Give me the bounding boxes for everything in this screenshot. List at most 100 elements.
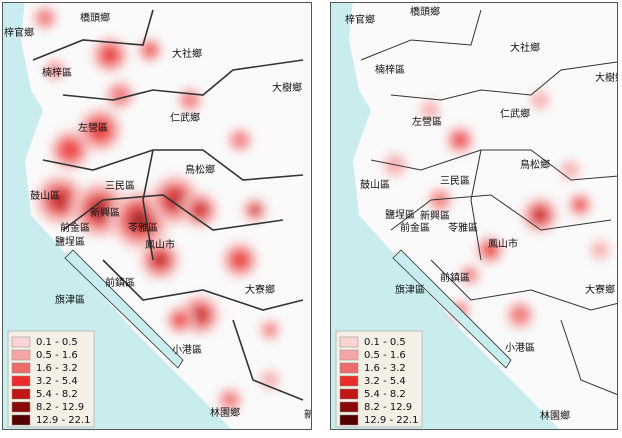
heat-spot [50,190,70,210]
district-label: 小港區 [172,344,202,356]
heat-spot [192,202,208,218]
heat-spot [221,391,239,409]
district-label: 大樹鄉 [272,81,302,94]
district-label: 梓官鄉 [4,26,34,39]
boundary [560,319,617,395]
heat-spot [172,312,188,328]
boundary [390,61,617,101]
harbor [392,249,512,369]
legend-swatch [11,414,31,426]
legend-label: 12.9 - 22.1 [364,415,419,426]
harbor [64,249,184,369]
heat-spot [36,9,54,27]
district-label: 新興區 [90,206,120,219]
heat-spot [165,190,185,210]
district-label: 鼓山區 [30,189,60,202]
heat-spot [263,323,277,337]
legend-swatch [339,401,359,413]
boundary [360,9,482,61]
legend-label: 3.2 - 5.4 [364,376,406,387]
heat-spot [181,91,199,109]
district-label: 鹽埕區 [385,208,415,221]
legend-swatch [339,388,359,400]
boundary [62,59,304,101]
heat-spot [482,242,498,258]
heat-spot [532,207,548,223]
boundary [102,259,304,311]
district-label: 楠梓區 [42,66,72,79]
heat-spot [100,45,120,65]
heat-spot [110,85,130,105]
district-label: 苓雅區 [128,221,158,234]
heat-spot [561,161,579,179]
legend-swatch [11,388,31,400]
heat-spot [573,198,587,212]
legend-label: 5.4 - 8.2 [36,389,78,400]
district-label: 前鎮區 [105,276,135,289]
district-label: 鹽埕區 [55,235,85,248]
heat-layer [33,6,280,412]
legend-label: 8.2 - 12.9 [36,402,84,413]
legend-label: 3.2 - 5.4 [36,376,78,387]
district-label: 新興區 [420,209,450,222]
legend-label: 0.1 - 0.5 [36,337,78,348]
legend-label: 1.6 - 3.2 [364,363,406,374]
boundary [470,149,482,261]
district-label: 楠梓區 [375,63,405,76]
boundary [142,149,154,261]
district-label: 旗津區 [55,293,85,306]
legend-label: 12.9 - 22.1 [36,415,91,426]
legend-label: 0.5 - 1.6 [364,350,406,361]
heat-spot [531,91,549,109]
heat-spot [143,43,157,57]
legend-swatch [11,336,31,348]
heat-spot [250,205,260,215]
legend-label: 8.2 - 12.9 [364,402,412,413]
district-label: 三民區 [440,175,470,187]
map-panel: 梓官鄉橋頭鄉楠梓區大社鄉大樹鄉仁武鄉左營區鳥松鄉鼓山區三民區新興區前金區苓雅區鹽… [3,3,311,429]
district-label: 鳥松鄉 [520,158,550,171]
legend-swatch [11,349,31,361]
heat-spot [463,268,477,282]
heat-spot [93,203,107,217]
heat-spot [431,191,449,209]
legend-swatch [339,414,359,426]
district-label: 大寮鄉 [585,283,615,296]
heat-spot [421,101,439,119]
district-label: 前鎮區 [440,271,470,284]
district-label: 橋頭鄉 [410,5,440,18]
district-label: 大寮鄉 [245,283,275,296]
legend-swatch [11,375,31,387]
legend-swatch [11,362,31,374]
district-label: 大社鄉 [172,47,202,60]
panel-frame [330,2,618,430]
district-label: 仁武鄉 [170,111,200,124]
legend-swatch [339,362,359,374]
boundary [232,319,304,401]
sea [3,3,232,429]
legend-label: 5.4 - 8.2 [364,389,406,400]
district-label: 鼓山區 [360,178,390,191]
boundary [42,149,304,181]
heat-spot [59,139,81,161]
legend-swatch [339,349,359,361]
legend-swatch [339,375,359,387]
district-label: 鳥松鄉 [185,163,215,176]
district-label: 鳳山市 [145,238,175,251]
district-label: 大社鄉 [510,41,540,54]
heat-spot [132,212,148,228]
heat-spot [152,252,168,268]
district-label: 前金區 [400,221,430,234]
district-label: 鳳山市 [488,237,518,250]
legend-swatch [11,401,31,413]
district-label: 大樹鄉 [595,71,622,84]
heat-spot [48,63,62,77]
boundary [32,9,154,61]
heat-spot [230,250,250,270]
legend-label: 0.5 - 1.6 [36,350,78,361]
map-panel: 梓官鄉橋頭鄉楠梓區大社鄉大樹鄉仁武鄉左營區鳥松鄉鼓山區三民區新興區前金區苓雅區鹽… [331,3,622,429]
panel-frame [2,2,312,430]
district-label: 小港區 [505,342,535,354]
boundary [62,194,284,231]
